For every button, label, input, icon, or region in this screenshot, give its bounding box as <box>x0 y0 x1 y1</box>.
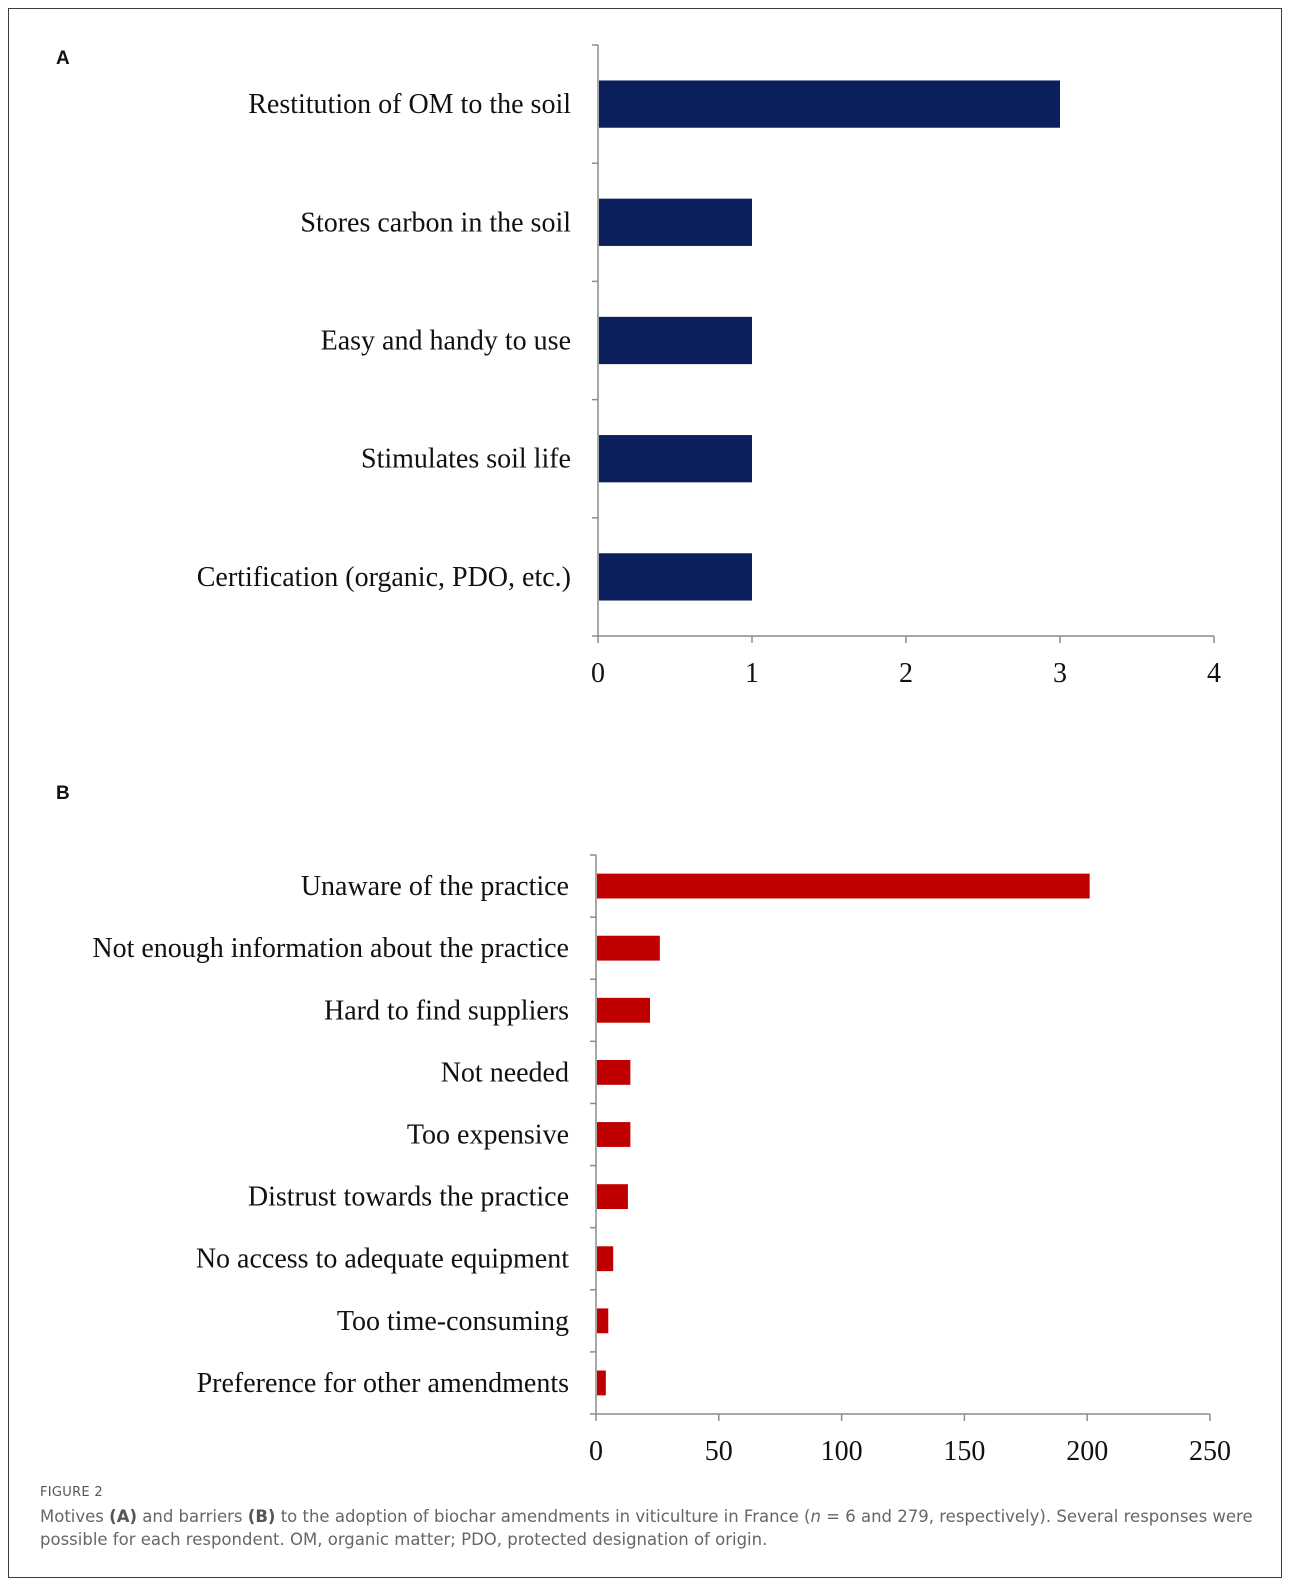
x-tick-label: 50 <box>705 1436 733 1467</box>
category-label: Hard to find suppliers <box>324 995 569 1026</box>
bar <box>597 935 660 961</box>
x-tick-label: 150 <box>943 1436 985 1467</box>
bar <box>599 435 752 483</box>
category-label: No access to adequate equipment <box>196 1244 569 1275</box>
bar <box>597 1308 609 1334</box>
figure-caption: Motives (A) and barriers (B) to the adop… <box>40 1507 1253 1549</box>
category-label: Stores carbon in the soil <box>300 207 571 238</box>
panel-label-a: A <box>56 48 70 69</box>
x-tick-label: 4 <box>1207 658 1221 689</box>
bar <box>599 80 1060 128</box>
x-tick-label: 250 <box>1189 1436 1231 1467</box>
category-label: Unaware of the practice <box>301 871 569 902</box>
category-label: Stimulates soil life <box>361 444 571 475</box>
x-tick-label: 0 <box>591 658 605 689</box>
category-label: Not needed <box>441 1057 569 1088</box>
category-label: Preference for other amendments <box>197 1368 569 1399</box>
panel-label-b: B <box>56 783 70 804</box>
chart-a: 0 1 2 3 4 Restitution of OM to the soil Stores… <box>197 44 1221 689</box>
figure-frame <box>8 8 1282 1578</box>
category-label: Not enough information about the practic… <box>92 933 569 964</box>
x-tick-label: 200 <box>1066 1436 1108 1467</box>
x-tick-label: 3 <box>1053 658 1067 689</box>
x-tick-label: 100 <box>821 1436 863 1467</box>
bar <box>597 1184 628 1210</box>
bar <box>599 316 752 365</box>
x-tick-label: 2 <box>899 658 913 689</box>
bar <box>597 1246 614 1272</box>
bar <box>599 198 752 246</box>
x-tick-label: 1 <box>745 658 759 689</box>
figure-title: FIGURE 2 <box>40 1485 103 1500</box>
category-label: Distrust towards the practice <box>248 1182 569 1213</box>
category-label: Easy and handy to use <box>321 326 571 357</box>
bar <box>597 873 1090 899</box>
category-label: Restitution of OM to the soil <box>248 89 571 120</box>
category-label: Too expensive <box>407 1120 569 1151</box>
category-label: Too time-consuming <box>337 1306 569 1337</box>
chart-b: 0 50 100 150 200 250 Unaware of the practice No… <box>92 854 1231 1467</box>
bar <box>597 1122 631 1147</box>
category-label: Certification (organic, PDO, etc.) <box>197 562 571 593</box>
x-tick-label: 0 <box>589 1436 603 1467</box>
bar <box>597 1059 631 1085</box>
bar <box>597 1370 606 1396</box>
bar <box>597 997 651 1023</box>
bar <box>599 553 752 601</box>
